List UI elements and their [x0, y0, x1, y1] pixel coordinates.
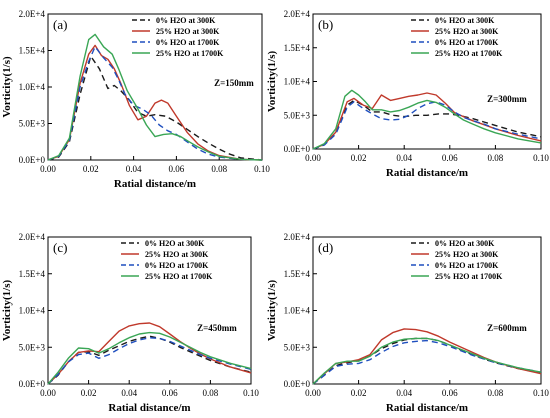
- x-tick-label: 0.06: [162, 388, 178, 398]
- x-tick-label: 0.00: [40, 388, 56, 398]
- series-line-3: [47, 46, 263, 161]
- y-tick-label: 5.0E+3: [284, 342, 311, 352]
- y-tick-label: 1.0E+4: [284, 306, 311, 316]
- series-line-4: [312, 337, 542, 385]
- x-tick-label: 0.04: [396, 153, 412, 163]
- legend: 0% H2O at 300K 25% H2O at 300K 0% H2O at 1…: [121, 239, 213, 281]
- panel-label: (d): [318, 240, 333, 255]
- x-tick-label: 0.06: [169, 164, 185, 174]
- z-position-annotation: Z=300mm: [487, 94, 527, 104]
- legend-label: 25% H2O at 1700K: [145, 272, 213, 281]
- series-line-4: [47, 33, 263, 161]
- legend-label: 25% H2O at 300K: [156, 27, 220, 36]
- y-tick-label: 1.0E+4: [19, 306, 46, 316]
- x-axis-label: Ratial distance/m: [114, 178, 196, 190]
- x-tick-label: 0.10: [243, 388, 259, 398]
- series-line-2: [312, 328, 542, 385]
- series-line-4: [47, 331, 252, 385]
- series-line-3: [47, 337, 252, 385]
- x-tick-label: 0.10: [533, 388, 549, 398]
- y-tick-label: 2.0E+4: [19, 232, 46, 242]
- legend-label: 0% H2O at 1700K: [156, 38, 220, 47]
- x-tick-label: 0.04: [126, 164, 142, 174]
- z-position-annotation: Z=450mm: [197, 323, 237, 333]
- legend-label: 0% H2O at 1700K: [145, 261, 209, 270]
- legend-label: 0% H2O at 300K: [145, 239, 205, 248]
- series-line-4: [312, 89, 542, 150]
- panel-label: (b): [318, 17, 333, 32]
- y-tick-label: 5.0E+3: [284, 110, 311, 120]
- z-position-annotation: Z=150mm: [214, 78, 254, 88]
- x-tick-label: 0.06: [442, 388, 458, 398]
- x-tick-label: 0.02: [81, 388, 97, 398]
- x-tick-label: 0.02: [83, 164, 99, 174]
- y-tick-label: 1.5E+4: [284, 43, 311, 53]
- legend-label: 25% H2O at 300K: [435, 250, 499, 259]
- x-tick-label: 0.00: [305, 153, 321, 163]
- panel-label: (c): [53, 240, 67, 255]
- y-tick-label: 1.5E+4: [19, 46, 46, 56]
- legend-label: 0% H2O at 300K: [435, 239, 495, 248]
- y-tick-label: 0.0E+0: [284, 144, 311, 154]
- x-tick-label: 0.08: [488, 153, 504, 163]
- x-tick-label: 0.04: [121, 388, 137, 398]
- chart-panel-3: 0.00 0.02 0.04 0.06 0.08 0.10 0.0E+0 5.0E+3 1.0E…: [1, 232, 259, 414]
- legend-label: 0% H2O at 1700K: [435, 261, 499, 270]
- y-tick-label: 1.0E+4: [19, 82, 46, 92]
- y-tick-label: 2.0E+4: [284, 9, 311, 19]
- y-tick-label: 2.0E+4: [19, 9, 46, 19]
- x-tick-label: 0.08: [211, 164, 227, 174]
- panel-label: (a): [53, 17, 67, 32]
- x-tick-label: 0.08: [488, 388, 504, 398]
- y-tick-label: 5.0E+3: [19, 342, 46, 352]
- legend-label: 0% H2O at 300K: [435, 16, 495, 25]
- legend: 0% H2O at 300K 25% H2O at 300K 0% H2O at 1…: [411, 239, 503, 281]
- legend-label: 0% H2O at 300K: [156, 16, 216, 25]
- y-tick-label: 5.0E+3: [19, 119, 46, 129]
- series-line-1: [312, 99, 542, 150]
- x-tick-label: 0.02: [351, 388, 367, 398]
- y-tick-label: 0.0E+0: [19, 155, 46, 165]
- x-axis-label: Ratial distance/m: [386, 167, 468, 179]
- legend-label: 25% H2O at 1700K: [435, 272, 503, 281]
- y-tick-label: 0.0E+0: [19, 379, 46, 389]
- y-tick-label: 1.5E+4: [284, 269, 311, 279]
- z-position-annotation: Z=600mm: [487, 323, 527, 333]
- y-axis-label: Vorticity(1/s): [1, 280, 13, 342]
- y-tick-label: 1.0E+4: [284, 77, 311, 87]
- chart-panel-2: 0.00 0.02 0.04 0.06 0.08 0.10 0.0E+0 5.0E+3 1.0E…: [266, 9, 549, 179]
- chart-panel-4: 0.00 0.02 0.04 0.06 0.08 0.10 0.0E+0 5.0E+3 1.0E…: [266, 232, 549, 414]
- x-tick-label: 0.00: [40, 164, 56, 174]
- legend-label: 25% H2O at 300K: [435, 27, 499, 36]
- x-tick-label: 0.08: [203, 388, 219, 398]
- x-tick-label: 0.10: [254, 164, 270, 174]
- series-line-2: [47, 44, 263, 161]
- x-tick-label: 0.06: [442, 153, 458, 163]
- series-line-3: [312, 101, 542, 150]
- y-axis-label: Vorticity(1/s): [266, 51, 278, 113]
- legend-label: 25% H2O at 1700K: [435, 49, 503, 58]
- series-line-1: [47, 55, 263, 161]
- y-tick-label: 1.5E+4: [19, 269, 46, 279]
- x-tick-label: 0.04: [396, 388, 412, 398]
- y-tick-label: 2.0E+4: [284, 232, 311, 242]
- y-axis-label: Vorticity(1/s): [266, 280, 278, 342]
- legend-label: 25% H2O at 300K: [145, 250, 209, 259]
- x-tick-label: 0.02: [351, 153, 367, 163]
- y-axis-label: Vorticity(1/s): [1, 56, 13, 118]
- legend: 0% H2O at 300K 25% H2O at 300K 0% H2O at 1…: [411, 16, 503, 58]
- y-tick-label: 0.0E+0: [284, 379, 311, 389]
- legend-label: 0% H2O at 1700K: [435, 38, 499, 47]
- x-tick-label: 0.00: [305, 388, 321, 398]
- x-tick-label: 0.10: [533, 153, 549, 163]
- legend: 0% H2O at 300K 25% H2O at 300K 0% H2O at 1…: [132, 16, 224, 58]
- legend-label: 25% H2O at 1700K: [156, 49, 224, 58]
- x-axis-label: Ratial distance/m: [108, 402, 190, 414]
- chart-panel-1: 0.00 0.02 0.04 0.06 0.08 0.10 0.0E+0 5.0E+3 1.0E…: [1, 9, 270, 190]
- x-axis-label: Ratial distance/m: [386, 402, 468, 414]
